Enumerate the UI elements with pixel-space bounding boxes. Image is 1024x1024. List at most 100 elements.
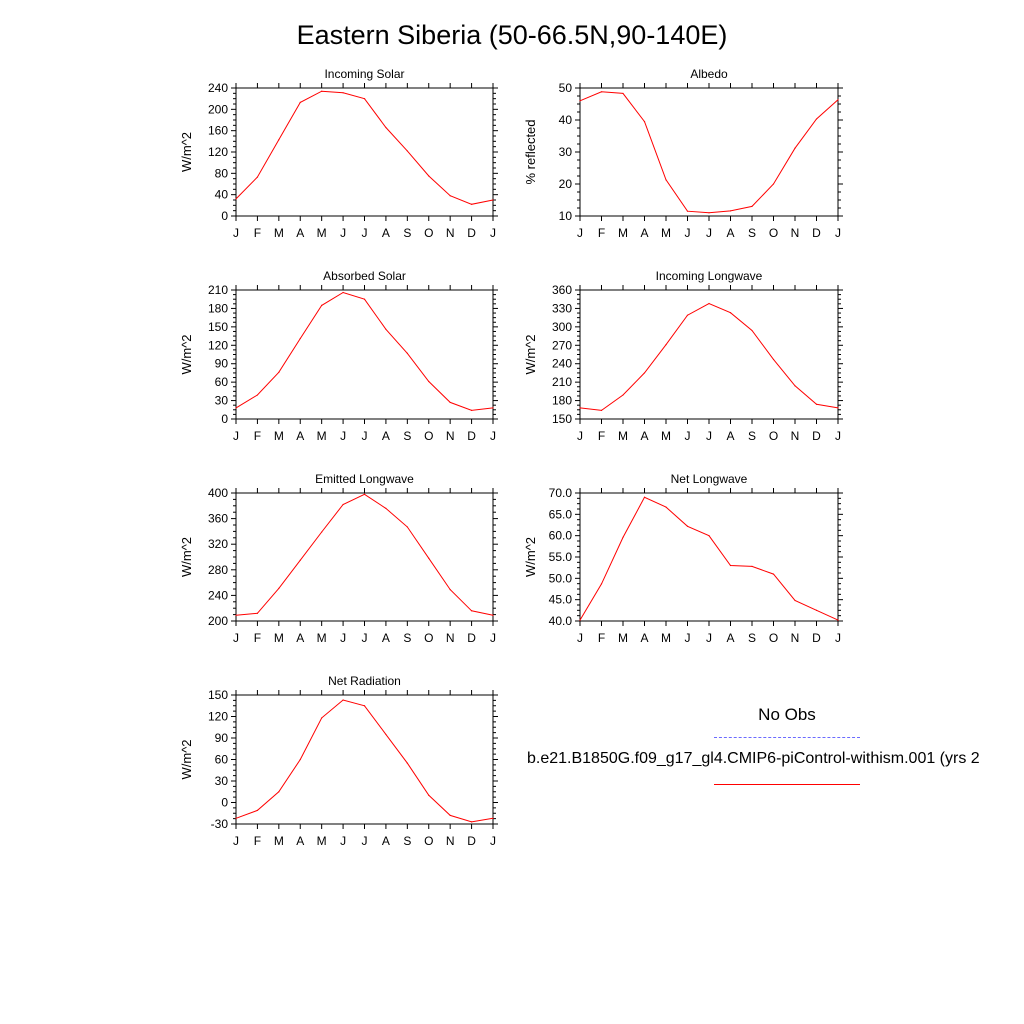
x-tick-label: J	[577, 631, 583, 645]
y-tick-label: 360	[208, 512, 228, 526]
data-point	[449, 195, 451, 197]
y-tick-label: 50.0	[549, 571, 573, 585]
x-tick-label: J	[233, 631, 239, 645]
panel-title: Incoming Longwave	[656, 269, 763, 283]
plot-frame	[235, 289, 494, 420]
data-point	[342, 291, 344, 294]
data-point	[643, 121, 646, 123]
x-tick-label: J	[362, 429, 368, 443]
x-tick-label: M	[618, 631, 628, 645]
data-point	[256, 394, 259, 396]
x-tick-label: N	[791, 631, 800, 645]
x-tick-label: M	[618, 429, 628, 443]
series-line	[235, 493, 494, 616]
x-tick-label: A	[726, 429, 734, 443]
data-point	[643, 372, 646, 374]
y-tick-label: 80	[215, 166, 229, 180]
data-point	[299, 758, 301, 761]
y-tick-label: 320	[208, 537, 228, 551]
data-point	[622, 394, 624, 396]
y-axis-label: W/m^2	[179, 334, 194, 374]
data-point	[428, 557, 430, 559]
x-tick-label: J	[340, 834, 346, 848]
x-tick-label: A	[296, 429, 304, 443]
panel-title: Incoming Solar	[324, 67, 404, 81]
data-point	[772, 358, 775, 361]
x-tick-label: O	[424, 226, 433, 240]
data-point	[235, 198, 237, 200]
data-point	[321, 90, 323, 92]
x-tick-label: M	[661, 631, 671, 645]
data-point	[299, 559, 301, 561]
data-point	[278, 139, 280, 141]
x-tick-label: O	[424, 834, 433, 848]
y-tick-label: 45.0	[549, 593, 573, 607]
y-tick-label: 240	[208, 81, 228, 95]
x-tick-label: J	[706, 631, 712, 645]
panel-title: Net Longwave	[671, 472, 748, 486]
x-tick-label: J	[685, 226, 691, 240]
data-point	[299, 337, 301, 340]
y-tick-label: 0	[221, 412, 228, 426]
data-point	[815, 403, 818, 405]
y-tick-label: 300	[552, 320, 572, 334]
x-tick-label: M	[274, 429, 284, 443]
y-axis-label: W/m^2	[179, 537, 194, 577]
data-point	[600, 91, 603, 93]
data-point	[600, 409, 603, 411]
data-point	[837, 99, 839, 101]
series-line	[579, 302, 839, 411]
legend-obs-line	[714, 737, 860, 738]
x-tick-label: D	[812, 631, 821, 645]
data-point	[686, 314, 689, 316]
data-point	[492, 199, 494, 201]
x-tick-label: D	[467, 226, 476, 240]
x-tick-label: J	[577, 429, 583, 443]
x-tick-label: A	[296, 631, 304, 645]
x-tick-label: J	[340, 429, 346, 443]
y-axis-label: W/m^2	[179, 132, 194, 172]
y-tick-label: 360	[552, 283, 572, 297]
data-point	[794, 599, 796, 602]
data-point	[772, 183, 775, 185]
y-axis-label: % reflected	[523, 119, 538, 184]
x-tick-label: S	[403, 226, 411, 240]
data-point	[256, 176, 259, 178]
y-tick-label: 90	[215, 357, 229, 371]
x-tick-label: S	[748, 226, 756, 240]
data-point	[363, 98, 366, 100]
data-point	[342, 92, 344, 94]
y-tick-label: 40.0	[549, 614, 573, 628]
data-point	[579, 619, 581, 621]
x-tick-label: J	[490, 429, 496, 443]
data-point	[729, 312, 732, 314]
y-axis-label: W/m^2	[179, 739, 194, 779]
x-tick-label: F	[254, 429, 261, 443]
data-point	[492, 407, 494, 409]
x-tick-label: J	[706, 429, 712, 443]
y-tick-label: 60	[215, 375, 229, 389]
x-tick-label: F	[254, 834, 261, 848]
data-point	[470, 203, 473, 205]
x-tick-label: A	[726, 631, 734, 645]
data-point	[449, 814, 451, 817]
x-tick-label: M	[661, 226, 671, 240]
x-tick-label: J	[577, 226, 583, 240]
series-line	[235, 90, 494, 205]
data-point	[235, 614, 237, 616]
data-point	[815, 118, 818, 120]
data-point	[492, 614, 494, 616]
data-point	[278, 587, 280, 589]
plot-frame	[235, 87, 494, 217]
data-point	[428, 175, 430, 177]
data-point	[579, 407, 581, 409]
x-tick-label: D	[467, 429, 476, 443]
data-point	[665, 179, 667, 181]
data-point	[235, 407, 237, 409]
data-point	[622, 92, 624, 95]
data-point	[470, 821, 473, 823]
y-tick-label: 90	[215, 731, 229, 745]
data-point	[363, 298, 366, 300]
data-point	[406, 150, 408, 152]
